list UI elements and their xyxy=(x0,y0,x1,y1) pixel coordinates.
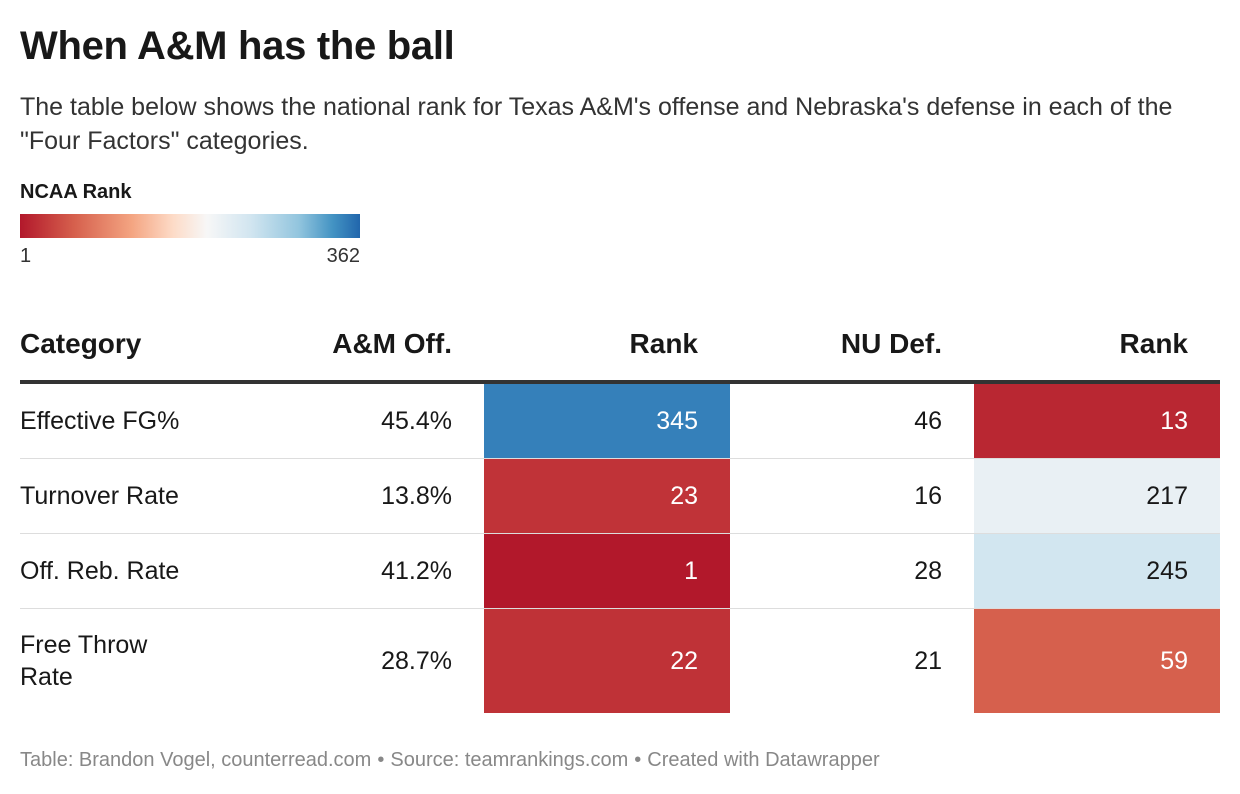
footer-created[interactable]: Created with Datawrapper xyxy=(647,749,880,771)
legend-title: NCAA Rank xyxy=(20,181,132,203)
legend-max-label: 362 xyxy=(326,245,360,267)
footer-source[interactable]: Source: teamrankings.com xyxy=(390,749,629,771)
am-rank-cell: 23 xyxy=(484,459,730,533)
chart-title: When A&M has the ball xyxy=(20,24,455,68)
nu-rank-cell: 13 xyxy=(974,384,1220,458)
header-nu-def[interactable]: NU Def. xyxy=(840,328,942,359)
table-row: Turnover Rate 13.8% 23 16 217 xyxy=(20,459,1220,534)
chart-footer: Table: Brandon Vogel, counterread.com • So… xyxy=(20,746,880,774)
footer-credit[interactable]: Table: Brandon Vogel, counterread.com xyxy=(20,749,372,771)
nu-rank-cell: 217 xyxy=(974,459,1220,533)
am-off-cell: 45.4% xyxy=(381,407,452,435)
category-cell: Free Throw Rate xyxy=(20,631,148,691)
table-row: Off. Reb. Rate 41.2% 1 28 245 xyxy=(20,534,1220,609)
category-cell: Turnover Rate xyxy=(20,482,179,510)
nu-rank-cell: 245 xyxy=(974,534,1220,608)
table-body: Effective FG% 45.4% 345 46 13 Turnover Rate 13… xyxy=(20,384,1220,713)
legend-min-label: 1 xyxy=(20,245,32,267)
am-rank-cell: 22 xyxy=(484,609,730,713)
am-rank-cell: 1 xyxy=(484,534,730,608)
header-am-off[interactable]: A&M Off. xyxy=(332,328,452,359)
am-off-cell: 13.8% xyxy=(381,482,452,510)
rank-table: Category A&M Off. Rank NU Def. Rank Effe… xyxy=(20,308,1220,713)
footer-separator: • xyxy=(377,749,385,771)
table-row: Effective FG% 45.4% 345 46 13 xyxy=(20,384,1220,459)
chart-subtitle: The table below shows the national rank … xyxy=(20,93,1173,155)
category-cell: Off. Reb. Rate xyxy=(20,557,180,585)
am-rank-cell: 345 xyxy=(484,384,730,458)
nu-rank-cell: 59 xyxy=(974,609,1220,713)
header-nu-rank[interactable]: Rank xyxy=(1119,328,1188,359)
nu-def-cell: 21 xyxy=(914,647,942,675)
am-off-cell: 41.2% xyxy=(381,557,452,585)
table-row: Free Throw Rate 28.7% 22 21 59 xyxy=(20,609,1220,713)
am-off-cell: 28.7% xyxy=(381,647,452,675)
nu-def-cell: 46 xyxy=(914,407,942,435)
header-am-rank[interactable]: Rank xyxy=(629,328,698,359)
category-cell: Effective FG% xyxy=(20,407,180,435)
nu-def-cell: 28 xyxy=(914,557,942,585)
table-header: Category A&M Off. Rank NU Def. Rank xyxy=(20,308,1220,384)
footer-separator: • xyxy=(634,749,642,771)
legend-color-scale xyxy=(20,214,360,238)
header-category[interactable]: Category xyxy=(20,328,142,359)
nu-def-cell: 16 xyxy=(914,482,942,510)
